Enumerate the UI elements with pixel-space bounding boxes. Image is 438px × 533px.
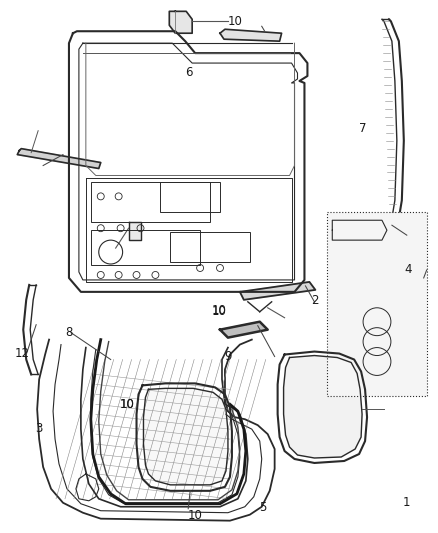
Polygon shape <box>283 356 362 458</box>
Text: 2: 2 <box>311 294 318 308</box>
Text: 5: 5 <box>259 501 266 514</box>
Text: 10: 10 <box>227 15 242 28</box>
Polygon shape <box>220 322 268 337</box>
Text: 10: 10 <box>120 398 135 411</box>
Text: 9: 9 <box>224 350 231 363</box>
Text: 7: 7 <box>359 122 366 135</box>
Text: 3: 3 <box>35 422 42 435</box>
Polygon shape <box>144 389 228 485</box>
FancyBboxPatch shape <box>327 212 427 397</box>
Text: 10: 10 <box>212 305 226 318</box>
Text: 10: 10 <box>120 398 135 411</box>
Text: 10: 10 <box>212 304 226 317</box>
Polygon shape <box>129 222 141 240</box>
Polygon shape <box>220 29 282 41</box>
Polygon shape <box>240 282 315 300</box>
Text: 12: 12 <box>15 348 30 360</box>
Text: 4: 4 <box>405 263 412 276</box>
Text: 8: 8 <box>65 326 73 340</box>
Text: 6: 6 <box>185 67 192 79</box>
Polygon shape <box>170 11 192 33</box>
Text: 1: 1 <box>403 496 410 509</box>
Polygon shape <box>17 149 101 168</box>
Text: 10: 10 <box>187 509 202 522</box>
